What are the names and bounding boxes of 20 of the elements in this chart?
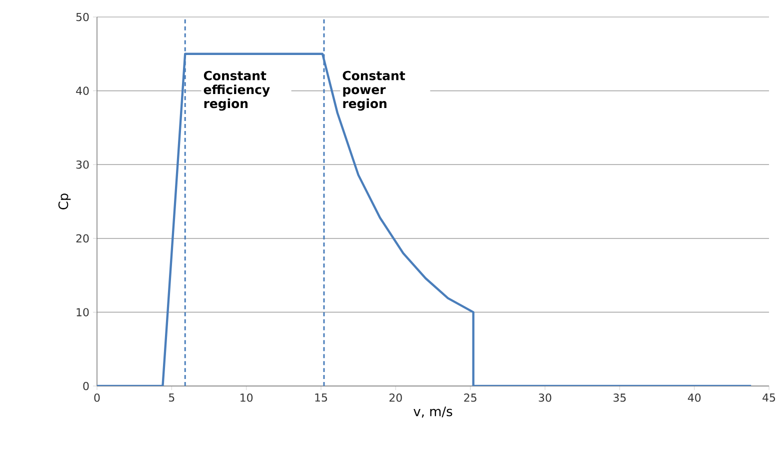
y-axis-title: Cp [58,194,71,210]
y-tick-label: 10 [76,308,89,316]
x-tick-label: 30 [538,394,552,402]
x-tick-label: 10 [240,394,253,402]
annotation: Constant power region [342,70,406,111]
x-tick-label: 35 [614,394,626,402]
annotation: Constant efficiency region [204,70,270,111]
x-tick-label: 0 [94,394,100,402]
y-tick-label: 0 [83,382,89,390]
x-tick-label: 45 [762,394,776,402]
x-tick-label: 40 [688,394,701,402]
y-tick-label: 40 [76,86,89,95]
x-tick-label: 15 [315,394,328,402]
x-tick-label: 20 [389,394,402,402]
y-tick-label: 30 [76,160,89,169]
y-tick-label: 20 [76,234,89,243]
x-axis-title: v, m/s [414,406,452,418]
x-tick-label: 5 [169,394,174,402]
x-tick-label: 25 [464,394,476,402]
y-tick-label: 50 [76,12,89,22]
